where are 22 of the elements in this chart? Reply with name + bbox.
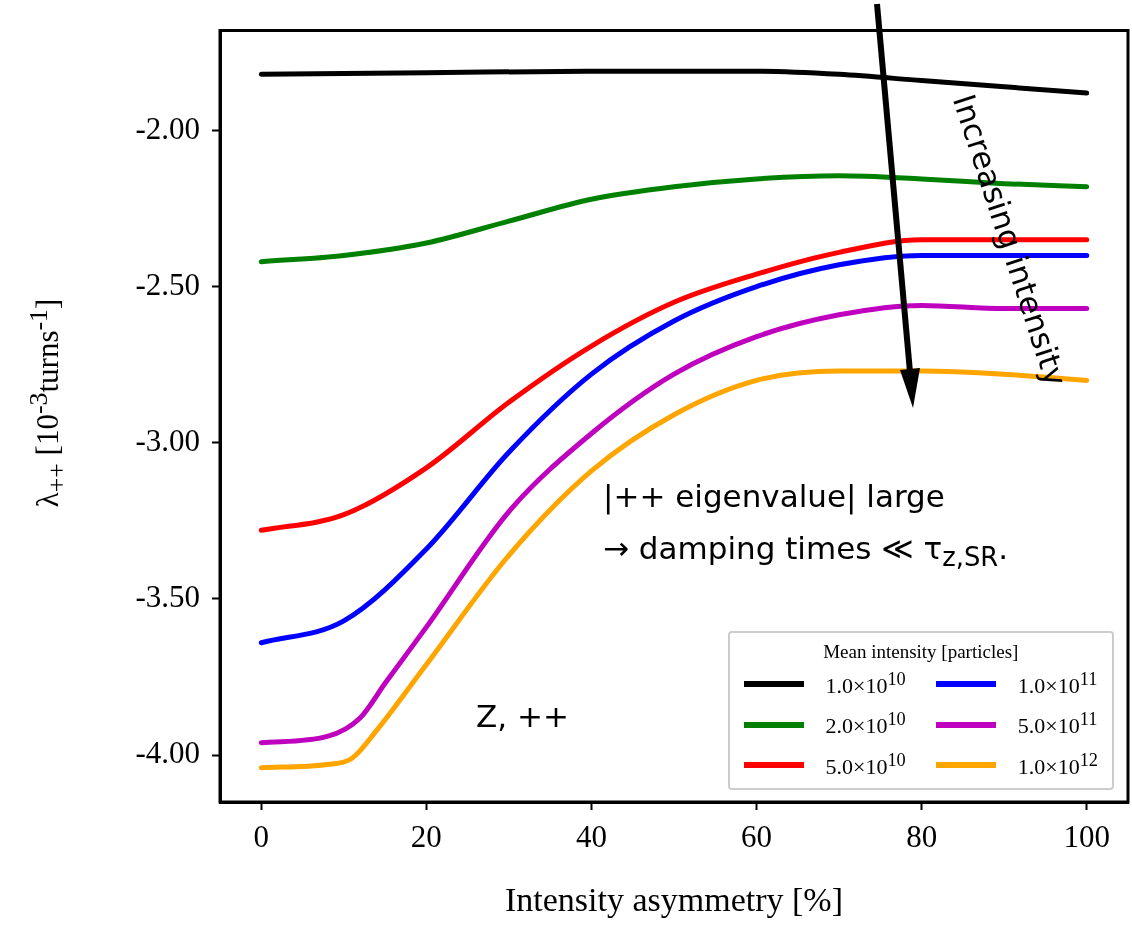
legend-label: 5.0×10$^{10}$ <box>825 749 906 780</box>
x-tick-label: 0 <box>253 818 270 854</box>
legend-label: 5.0×10$^{11}$ <box>1017 709 1098 740</box>
legend-label: 1.0×10$^{12}$ <box>1017 749 1098 780</box>
y-tick-label: -2.00 <box>135 110 200 146</box>
y-tick-label: -3.00 <box>135 422 200 458</box>
x-tick-label: 20 <box>410 818 442 854</box>
y-tick-label: -4.00 <box>135 735 200 771</box>
y-tick-label: -2.50 <box>135 266 200 302</box>
x-tick-label: 60 <box>741 818 773 854</box>
x-tick-label: 40 <box>575 818 607 854</box>
legend-label: 1.0×10$^{10}$ <box>825 669 906 700</box>
x-tick-label: 100 <box>1063 818 1110 854</box>
x-axis-title: Intensity asymmetry [%] <box>504 881 844 919</box>
annotation: |++ eigenvalue| large <box>603 478 945 514</box>
x-tick-label: 80 <box>906 818 938 854</box>
annotation: → damping times ≪ τ$_{z,SR}$. <box>603 530 1009 573</box>
legend-label: 2.0×10$^{10}$ <box>825 709 906 740</box>
annotation: Z, ++ <box>476 698 569 734</box>
y-tick-label: -3.50 <box>135 579 200 615</box>
legend-label: 1.0×10$^{11}$ <box>1017 669 1098 700</box>
legend-title: Mean intensity [particles] <box>822 641 1020 664</box>
